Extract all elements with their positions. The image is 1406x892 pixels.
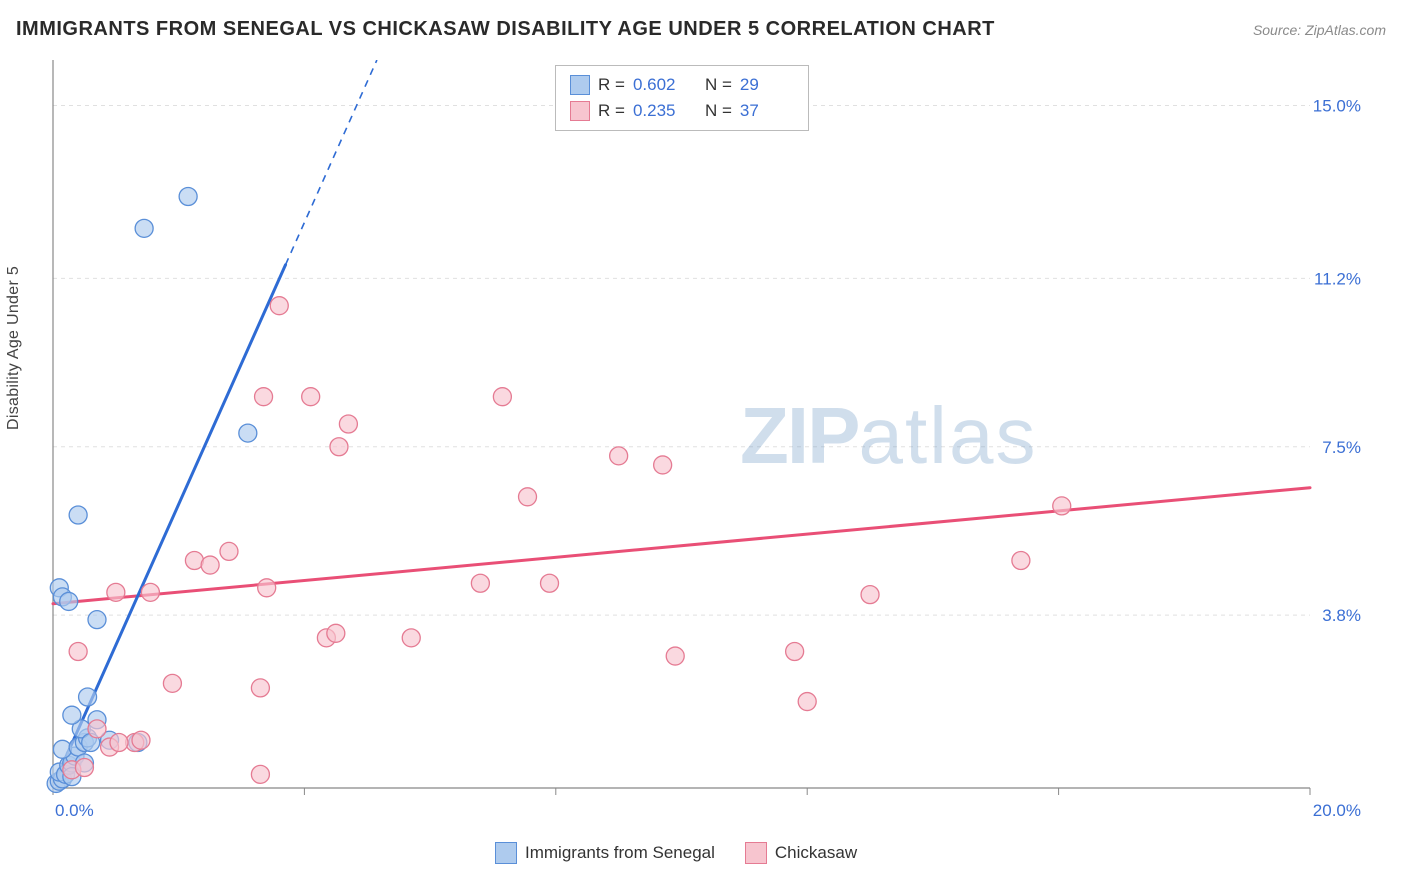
legend-row: R = 0.602 N = 29 <box>570 72 794 98</box>
chart-container: IMMIGRANTS FROM SENEGAL VS CHICKASAW DIS… <box>0 0 1406 892</box>
n-value: 37 <box>740 101 794 121</box>
plot-area: 3.8% 7.5% 11.2% 15.0% 0.0% 20.0% <box>45 60 1365 828</box>
chart-title: IMMIGRANTS FROM SENEGAL VS CHICKASAW DIS… <box>16 18 995 41</box>
x-tick-label: 20.0% <box>1313 801 1361 820</box>
source-attribution: Source: ZipAtlas.com <box>1253 22 1386 38</box>
correlation-legend: R = 0.602 N = 29 R = 0.235 N = 37 <box>555 65 809 131</box>
r-value: 0.235 <box>633 101 687 121</box>
legend-swatch <box>570 75 590 95</box>
x-tick-label: 0.0% <box>55 801 94 820</box>
y-tick-label: 7.5% <box>1322 438 1361 457</box>
legend-item: Chickasaw <box>745 842 857 864</box>
y-tick-label: 15.0% <box>1313 97 1361 116</box>
r-label: R = <box>598 75 625 95</box>
legend-swatch <box>495 842 517 864</box>
legend-label: Chickasaw <box>775 843 857 863</box>
legend-swatch <box>745 842 767 864</box>
n-value: 29 <box>740 75 794 95</box>
legend-label: Immigrants from Senegal <box>525 843 715 863</box>
r-label: R = <box>598 101 625 121</box>
y-tick-label: 11.2% <box>1314 269 1361 288</box>
series-legend: Immigrants from Senegal Chickasaw <box>495 842 857 864</box>
n-label: N = <box>705 101 732 121</box>
y-tick-label: 3.8% <box>1322 606 1361 625</box>
legend-row: R = 0.235 N = 37 <box>570 98 794 124</box>
legend-swatch <box>570 101 590 121</box>
y-axis-label: Disability Age Under 5 <box>5 266 23 430</box>
r-value: 0.602 <box>633 75 687 95</box>
legend-item: Immigrants from Senegal <box>495 842 715 864</box>
scatter-svg: 3.8% 7.5% 11.2% 15.0% 0.0% 20.0% <box>45 60 1365 828</box>
n-label: N = <box>705 75 732 95</box>
